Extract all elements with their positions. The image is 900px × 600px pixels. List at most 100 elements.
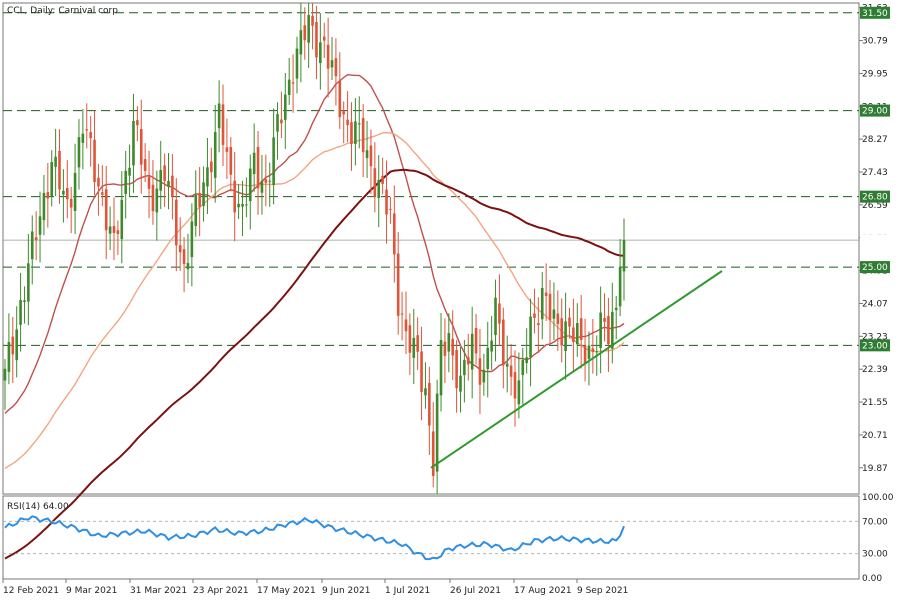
- candle-body: [206, 167, 209, 187]
- rsi-tick-label: 0.00: [862, 574, 882, 584]
- price-tick-label: 23.23: [862, 332, 888, 342]
- candle-body: [93, 139, 96, 183]
- candle-body: [614, 307, 618, 311]
- price-tick-label: 22.39: [862, 365, 888, 375]
- candle-body: [443, 341, 447, 356]
- candle-body: [174, 199, 178, 246]
- current-price-badge: 25.69: [862, 236, 888, 246]
- candle-body: [377, 179, 381, 199]
- candle-body: [540, 287, 544, 320]
- price-tick-label: 19.87: [862, 464, 888, 474]
- candle-body: [54, 156, 57, 167]
- candle-body: [198, 192, 201, 208]
- level-badge-bg: [860, 261, 890, 274]
- candle-body: [451, 338, 455, 356]
- ma-slow-line: [4, 168, 625, 560]
- candle-body: [564, 321, 567, 352]
- candle-body: [319, 42, 322, 64]
- candle-body: [132, 120, 135, 166]
- candle-body: [268, 180, 272, 182]
- time-tick-label: 17 Aug 2021: [514, 586, 572, 596]
- candle-body: [517, 380, 521, 405]
- level-badge: 31.50: [862, 9, 888, 19]
- level-badge-bg: [860, 190, 890, 203]
- candle-body: [46, 192, 50, 199]
- candle-body: [369, 145, 373, 167]
- candle-body: [525, 357, 528, 364]
- candle-body: [151, 184, 155, 212]
- candle-body: [303, 25, 307, 41]
- price-tick-label: 21.55: [862, 398, 888, 408]
- candle-body: [108, 226, 112, 234]
- level-badge-bg: [860, 339, 890, 352]
- time-tick-label: 31 Mar 2021: [130, 586, 187, 596]
- candle-body: [97, 177, 100, 187]
- candle-body: [190, 221, 194, 258]
- candle-body: [509, 365, 513, 377]
- candle-body: [264, 179, 268, 183]
- candle-body: [587, 345, 591, 359]
- candle-body: [447, 333, 451, 352]
- candle-body: [618, 267, 622, 307]
- candle-body: [424, 388, 427, 396]
- rsi-label: RSI(14) 64.00: [7, 502, 69, 512]
- current-price-badge-bg: [860, 234, 890, 247]
- level-badge: 25.00: [862, 263, 888, 273]
- candle-body: [311, 15, 314, 26]
- candle-body: [416, 335, 419, 352]
- candle-body: [280, 119, 283, 124]
- ma-mid-line: [4, 131, 625, 470]
- candle-body: [346, 119, 349, 126]
- candle-body: [568, 317, 571, 327]
- candle-body: [19, 299, 22, 325]
- time-axis: 12 Feb 2021 9 Mar 2021 31 Mar 2021 23 Apr 2…: [2, 579, 628, 596]
- candle-body: [622, 240, 626, 272]
- candle-body: [560, 318, 564, 346]
- candle-body: [38, 216, 42, 235]
- candle-body: [252, 152, 256, 174]
- candle-body: [186, 262, 190, 270]
- ma-fast-line: [4, 73, 625, 414]
- candle-body: [389, 208, 392, 210]
- candle-body: [291, 82, 295, 84]
- candle-body: [260, 180, 264, 193]
- candle-body: [385, 189, 388, 215]
- candle-body: [342, 111, 345, 115]
- candle-body: [159, 170, 163, 191]
- candle-body: [575, 323, 579, 345]
- candle-body: [439, 340, 443, 396]
- candle-body: [272, 137, 275, 186]
- price-tick-label: 29.95: [862, 69, 888, 79]
- price-tick-label: 20.71: [862, 431, 888, 441]
- candle-body: [459, 375, 462, 392]
- level-badge: 29.00: [862, 107, 888, 117]
- candle-body: [81, 133, 85, 143]
- time-tick-label: 9 Jun 2021: [322, 586, 370, 596]
- candle-body: [65, 188, 69, 200]
- candle-body: [136, 120, 139, 126]
- candle-body: [225, 147, 229, 152]
- trendline: [430, 270, 723, 469]
- candle-body: [599, 312, 602, 348]
- candle-body: [552, 309, 556, 319]
- candle-body: [143, 159, 147, 172]
- candle-body: [73, 172, 77, 211]
- candle-body: [548, 293, 552, 320]
- candle-body: [431, 431, 435, 477]
- candle-body: [182, 249, 186, 264]
- level-badge: 23.00: [862, 341, 888, 351]
- candle-body: [245, 204, 248, 206]
- candle-body: [428, 382, 431, 426]
- candle-body: [233, 180, 236, 213]
- candle-body: [124, 170, 127, 194]
- level-badge-bg: [860, 104, 890, 117]
- candle-body: [455, 350, 458, 389]
- candle-body: [420, 351, 423, 392]
- candle-body: [3, 368, 7, 381]
- candle-body: [338, 80, 342, 118]
- price-tick-label: 28.27: [862, 135, 888, 145]
- trendline-group[interactable]: [430, 270, 723, 469]
- candle-body: [7, 341, 11, 372]
- candle-body: [595, 351, 599, 353]
